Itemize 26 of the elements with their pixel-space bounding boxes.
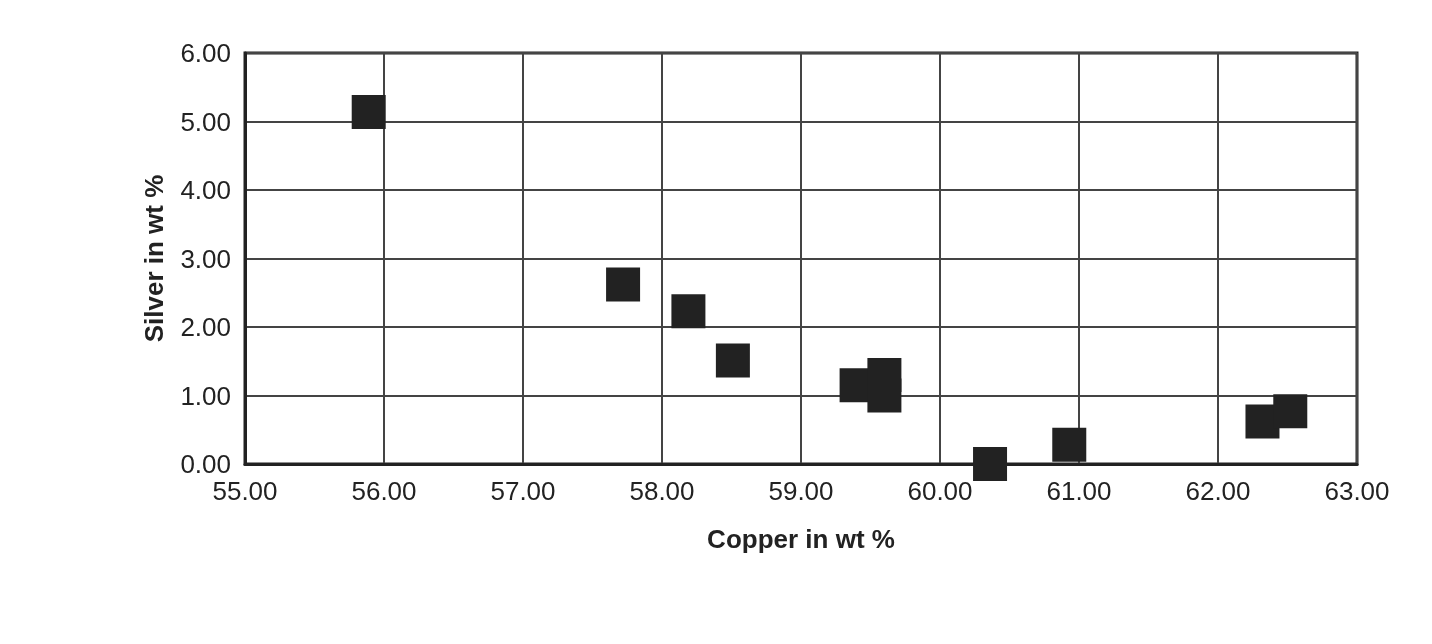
y-tick-label: 3.00	[180, 243, 231, 274]
y-tick-label: 4.00	[180, 175, 231, 205]
y-tick-label: 1.00	[180, 380, 231, 411]
x-tick-label: 55.00	[212, 476, 278, 506]
point	[351, 94, 386, 129]
y-tick-label: 6.00	[180, 38, 231, 68]
point	[1052, 427, 1087, 462]
x-tick-label: 61.00	[1046, 476, 1112, 506]
x-tick-label: 57.00	[490, 476, 556, 506]
x-tick-label: 58.00	[629, 476, 695, 506]
y-tick-label: 0.00	[180, 449, 231, 479]
point	[973, 447, 1008, 481]
point	[715, 343, 750, 378]
y-tick-label: 2.00	[180, 312, 231, 342]
x-tick-label: 62.00	[1185, 476, 1251, 506]
point	[671, 294, 706, 329]
x-tick-label: 63.00	[1324, 476, 1390, 506]
point	[1273, 394, 1308, 429]
x-tick-label: 56.00	[351, 476, 417, 506]
x-axis-title: Copper in wt %	[707, 524, 895, 554]
y-axis-title: Silver in wt %	[139, 174, 169, 343]
point	[867, 378, 902, 413]
x-tick-label: 60.00	[907, 476, 973, 506]
x-tick-label: 59.00	[768, 476, 834, 506]
y-tick-label: 5.00	[180, 106, 231, 137]
point	[606, 267, 641, 302]
